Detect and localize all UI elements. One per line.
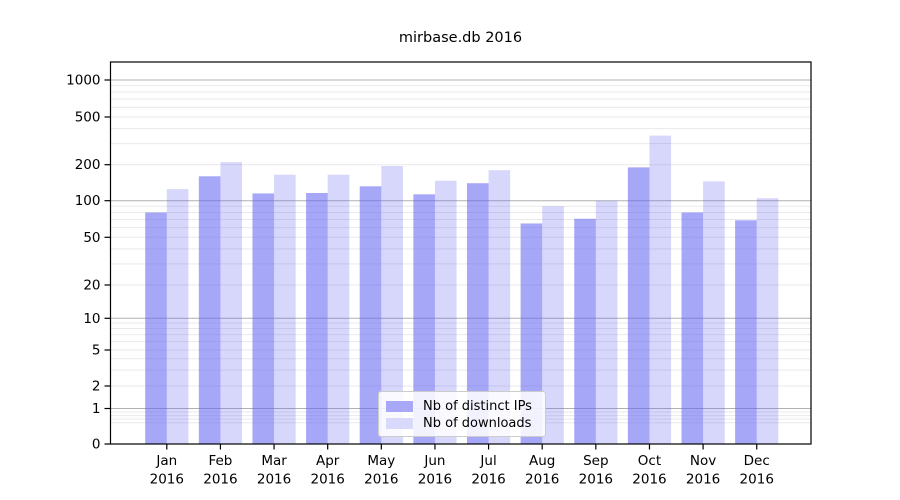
legend-label-distinct-ips: Nb of distinct IPs <box>423 399 532 414</box>
legend-label-downloads: Nb of downloads <box>423 416 532 431</box>
bar-downloads <box>488 170 511 444</box>
y-axis-label: 5 <box>92 343 101 359</box>
bar-distinct-ips <box>306 192 328 444</box>
x-axis-label: Feb 2016 <box>203 453 237 488</box>
chart-title: mirbase.db 2016 <box>398 30 523 46</box>
bar-downloads <box>434 180 457 444</box>
bar-distinct-ips <box>145 212 167 444</box>
y-axis-label: 1 <box>92 401 101 417</box>
bar-downloads <box>274 174 296 444</box>
legend-item-distinct-ips: Nb of distinct IPs <box>386 398 537 414</box>
bar-downloads <box>327 174 350 444</box>
y-axis-label: 200 <box>75 157 101 173</box>
bar-downloads <box>595 200 618 444</box>
y-axis-label: 500 <box>75 110 101 126</box>
legend-swatch-distinct-ips-icon <box>386 400 413 412</box>
y-axis-label: 20 <box>83 278 100 294</box>
y-axis-label: 50 <box>83 230 100 246</box>
legend-item-downloads: Nb of downloads <box>386 415 537 431</box>
x-axis-label: Dec 2016 <box>740 453 774 488</box>
x-axis-label: Sep 2016 <box>579 453 613 488</box>
x-axis-label: Oct 2016 <box>632 453 666 488</box>
x-axis-label: Mar 2016 <box>257 453 291 488</box>
x-axis-label: Nov 2016 <box>686 453 720 488</box>
x-axis-label: Jan 2016 <box>150 453 184 488</box>
legend-swatch-downloads-icon <box>386 417 413 429</box>
bar-downloads <box>756 198 779 444</box>
bar-distinct-ips <box>198 176 221 444</box>
bar-downloads <box>166 189 189 444</box>
bar-distinct-ips <box>252 193 275 444</box>
bar-distinct-ips <box>466 183 489 444</box>
x-axis-label: May 2016 <box>364 453 398 488</box>
y-axis-label: 0 <box>92 437 101 453</box>
bar-distinct-ips <box>735 220 757 444</box>
bar-downloads <box>703 181 725 444</box>
x-axis-label: Aug 2016 <box>525 453 559 488</box>
x-axis-label: Apr 2016 <box>311 453 345 488</box>
bar-distinct-ips <box>681 212 704 444</box>
y-axis-label: 2 <box>92 379 101 395</box>
bar-distinct-ips <box>359 186 382 444</box>
bar-distinct-ips <box>627 167 650 444</box>
bar-downloads <box>649 135 672 444</box>
bar-downloads <box>542 206 564 444</box>
x-axis-label: Jun 2016 <box>418 453 452 488</box>
legend: Nb of distinct IPs Nb of downloads <box>378 391 546 437</box>
y-axis-label: 10 <box>83 311 100 327</box>
bar-distinct-ips <box>574 218 596 444</box>
bar-downloads <box>381 166 403 444</box>
y-axis-label: 100 <box>75 193 101 209</box>
x-axis-label: Jul 2016 <box>471 453 505 488</box>
y-axis-label: 1000 <box>66 73 100 89</box>
bar-downloads <box>220 162 243 444</box>
bar-distinct-ips <box>413 194 435 444</box>
bar-distinct-ips <box>520 223 543 444</box>
plot-frame <box>109 61 812 445</box>
